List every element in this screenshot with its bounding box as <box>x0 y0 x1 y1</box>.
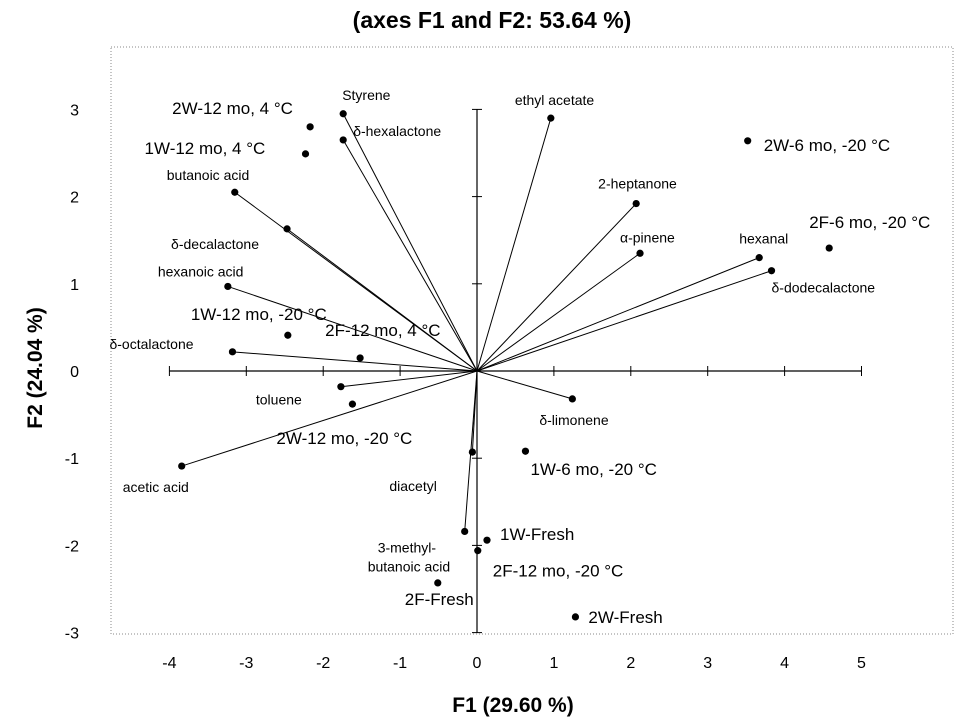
variable-label: δ-octalactone <box>109 336 193 352</box>
loading-vector <box>476 370 573 400</box>
loading-vector <box>476 203 637 372</box>
y-tick-labels: 3 2 1 0 -1 -2 -3 <box>65 102 79 642</box>
data-points <box>178 110 833 621</box>
variable-label: δ-hexalactone <box>353 123 441 139</box>
x-tick-label: -4 <box>162 655 176 672</box>
y-tick-label: -1 <box>65 451 79 468</box>
plot-frame <box>110 46 954 635</box>
observation-label: 1W-Fresh <box>500 525 574 544</box>
observation-label: 2F-12 mo, 4 °C <box>325 321 440 340</box>
variable-point <box>636 249 644 257</box>
observation-point <box>825 244 833 252</box>
loading-vector <box>340 370 478 388</box>
y-tick-label: 3 <box>70 102 79 119</box>
variable-label: δ-decalactone <box>171 236 259 252</box>
variable-label: toluene <box>256 392 302 408</box>
chart-title: (axes F1 and F2: 53.64 %) <box>353 7 632 33</box>
variable-label: α-pinene <box>620 229 675 245</box>
loading-vector <box>286 228 478 372</box>
observation-label: 1W-12 mo, 4 °C <box>145 139 266 158</box>
loading-vector <box>342 139 478 372</box>
variable-point <box>767 267 776 275</box>
observation-point <box>521 447 530 455</box>
y-tick-label: 2 <box>70 190 79 207</box>
x-tick-label: 2 <box>626 655 635 672</box>
y-tick-label: 1 <box>70 277 79 294</box>
variable-point <box>568 395 576 403</box>
x-tick-label: -1 <box>393 655 407 672</box>
observation-point <box>306 123 314 131</box>
observation-point <box>474 547 482 555</box>
observation-label: 2F-6 mo, -20 °C <box>809 213 930 232</box>
variable-point <box>224 282 232 291</box>
variable-label: butanoic acid <box>167 167 250 183</box>
x-tick-labels: -4 -3 -2 -1 0 1 2 3 4 5 <box>162 655 866 672</box>
x-tick-label: -3 <box>239 655 253 672</box>
x-tick-label: 1 <box>549 655 558 672</box>
variable-point <box>755 254 763 262</box>
variable-point <box>228 348 237 356</box>
variable-label: Styrene <box>342 87 390 103</box>
loading-vector <box>342 113 478 372</box>
y-tick-label: -2 <box>65 538 79 555</box>
observation-label: 2F-Fresh <box>405 590 474 609</box>
y-tick-label: 0 <box>70 364 79 381</box>
variable-point <box>337 383 345 391</box>
x-axis-title: F1 (29.60 %) <box>452 694 573 717</box>
observation-point <box>284 331 292 339</box>
observation-point <box>301 150 310 158</box>
loading-vector <box>476 270 772 372</box>
observation-point <box>356 354 364 362</box>
variable-label: δ-limonene <box>539 412 608 428</box>
observation-point <box>744 137 752 145</box>
variable-point <box>461 527 469 536</box>
variable-label: 2-heptanone <box>598 176 677 192</box>
loading-vector <box>476 257 760 372</box>
loading-vector <box>181 370 478 467</box>
variable-label: hexanal <box>739 231 788 247</box>
observation-label: 2F-12 mo, -20 °C <box>493 562 624 581</box>
x-tick-label: 5 <box>857 655 866 672</box>
x-tick-label: 3 <box>703 655 712 672</box>
point-labels: Styrene δ-hexalactone ethyl acetate butanoi… <box>109 87 930 627</box>
variable-point <box>339 136 347 144</box>
loading-vectors <box>181 113 772 532</box>
loading-vector <box>232 351 478 372</box>
variable-point <box>547 114 555 122</box>
loading-vector <box>476 117 552 372</box>
variable-point <box>283 225 291 233</box>
observation-point <box>348 400 357 408</box>
observation-point <box>483 536 491 544</box>
x-tick-label: 0 <box>473 655 482 672</box>
observation-label: 2W-12 mo, 4 °C <box>172 99 293 118</box>
loading-vector <box>227 285 478 372</box>
variable-label: diacetyl <box>389 478 436 494</box>
x-tick-label: -2 <box>316 655 330 672</box>
variable-label: 3-methyl-butanoic acid <box>368 539 451 574</box>
observation-label: 2W-Fresh <box>588 608 662 627</box>
variable-point <box>231 188 239 196</box>
axes <box>168 108 862 634</box>
variable-label: δ-dodecalactone <box>772 280 876 296</box>
variable-label: hexanoic acid <box>158 263 244 279</box>
variable-label: ethyl acetate <box>515 92 595 108</box>
variable-point <box>632 199 640 208</box>
variable-point <box>178 462 186 470</box>
y-tick-label: -3 <box>65 626 79 643</box>
observation-label: 1W-12 mo, -20 °C <box>191 305 327 324</box>
variable-point <box>339 110 347 118</box>
loading-vector <box>476 252 641 372</box>
observation-label: 2W-6 mo, -20 °C <box>764 136 890 155</box>
x-tick-label: 4 <box>780 655 789 672</box>
variable-label: acetic acid <box>123 479 189 495</box>
observation-label: 2W-12 mo, -20 °C <box>276 429 412 448</box>
variable-point <box>468 448 476 456</box>
observation-point <box>571 613 580 621</box>
y-axis-title: F2 (24.04 %) <box>24 307 47 428</box>
observation-label: 1W-6 mo, -20 °C <box>530 460 656 479</box>
observation-point <box>434 579 442 587</box>
